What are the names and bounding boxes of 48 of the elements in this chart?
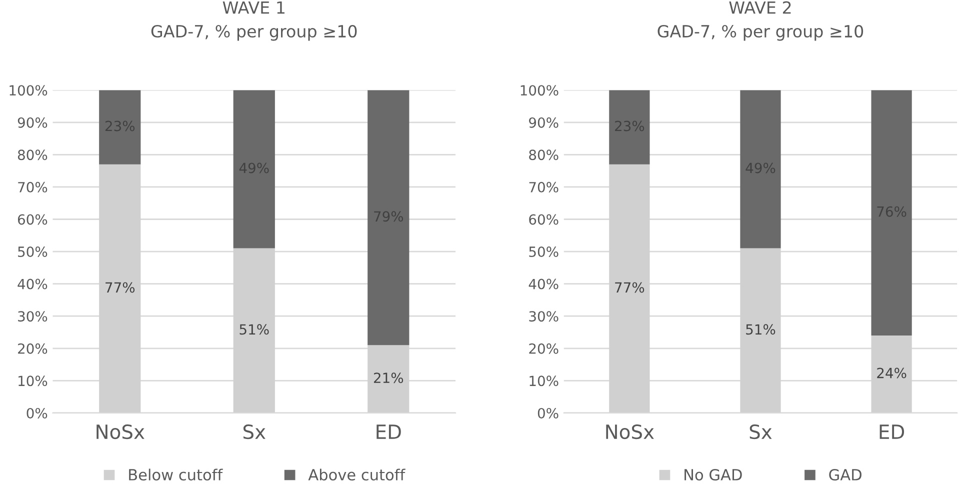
bar [740, 90, 781, 248]
y-tick-label: 40% [18, 278, 48, 290]
y-tick-label: 30% [18, 311, 48, 322]
chart-title: WAVE 2 [729, 1, 791, 14]
x-tick-label: NoSx [96, 424, 144, 440]
chart-subtitle: GAD-7, % per group ≥10 [151, 24, 357, 41]
data-label: 77% [106, 282, 135, 293]
bar [368, 90, 410, 346]
y-tick-label: 90% [529, 117, 558, 128]
data-label: 21% [374, 372, 404, 384]
y-tick-label: 20% [529, 343, 558, 354]
bar [99, 90, 141, 164]
chart-subtitle: GAD-7, % per group ≥10 [658, 24, 864, 41]
y-tick-label: 0% [538, 408, 558, 418]
y-tick-label: 0% [26, 408, 48, 418]
data-label: 51% [240, 324, 269, 335]
y-tick-label: 40% [528, 278, 558, 290]
legend-label: Below cutoff [129, 468, 223, 481]
x-tick-label: ED [376, 424, 401, 439]
data-label: 51% [746, 324, 776, 335]
y-tick-label: 50% [529, 246, 558, 258]
y-tick-label: 70% [529, 182, 558, 192]
x-tick-label: Sx [243, 424, 266, 440]
bar [871, 90, 912, 336]
data-label: 24% [877, 368, 906, 378]
y-tick-label: 70% [18, 182, 48, 192]
y-tick-label: 100% [10, 85, 48, 96]
y-tick-label: 80% [529, 150, 558, 160]
data-label: 77% [615, 282, 644, 293]
y-tick-label: 60% [529, 214, 558, 225]
legend-label: GAD [829, 468, 862, 481]
y-tick-label: 100% [520, 85, 558, 96]
chart-title: WAVE 1 [222, 1, 284, 14]
x-tick-label: Sx [750, 424, 772, 440]
y-tick-label: 90% [18, 117, 48, 128]
y-tick-label: 20% [18, 343, 48, 354]
y-tick-label: 50% [18, 246, 48, 258]
bar [233, 90, 275, 248]
legend-label: Above cutoff [308, 468, 406, 481]
legend-label: No GAD [684, 468, 742, 481]
x-tick-label: NoSx [606, 424, 654, 440]
y-tick-label: 60% [18, 214, 48, 225]
x-tick-label: ED [880, 424, 904, 439]
y-tick-label: 10% [530, 376, 558, 386]
y-tick-label: 80% [18, 150, 48, 160]
bar [609, 90, 650, 164]
y-tick-label: 30% [529, 311, 558, 322]
y-tick-label: 10% [18, 376, 48, 386]
